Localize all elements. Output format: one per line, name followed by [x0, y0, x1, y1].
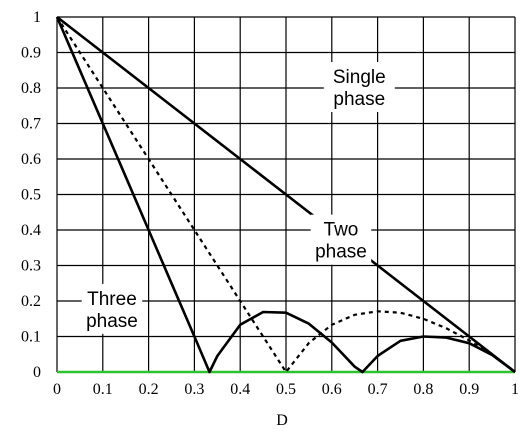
x-tick-label: 1 [511, 381, 519, 398]
x-tick-label: 0.9 [459, 381, 479, 398]
annotation-text: Two [324, 220, 359, 241]
x-tick-label: 0.7 [368, 381, 388, 398]
series-line-2 [55, 16, 516, 374]
y-tick-label: 0.9 [21, 45, 41, 62]
y-tick-label: 1 [33, 9, 41, 26]
y-tick-label: 0.1 [21, 329, 41, 346]
x-tick-label: 0.4 [230, 381, 250, 398]
x-tick-label: 0.6 [322, 381, 342, 398]
y-tick-label: 0.7 [21, 116, 41, 133]
annotation-text: phase [333, 89, 385, 110]
grid [56, 16, 516, 373]
annotation-text: phase [86, 311, 138, 332]
annotation-text: phase [315, 242, 367, 263]
y-tick-label: 0.5 [21, 187, 41, 204]
x-tick-label: 0.5 [276, 381, 296, 398]
x-tick-label: 0.3 [184, 381, 204, 398]
y-tick-label: 0 [33, 364, 41, 381]
x-tick-label: 0.8 [413, 381, 433, 398]
x-axis-label: D [276, 412, 288, 429]
series-line-0 [56, 15, 516, 374]
x-tick-label: 0.1 [93, 381, 113, 398]
y-tick-label: 0.8 [21, 80, 41, 97]
y-tick-label: 0.6 [21, 151, 41, 168]
y-tick-label: 0.2 [21, 293, 41, 310]
annotation-text: Three [87, 289, 137, 310]
annotation-box [323, 62, 395, 112]
y-tick-label: 0.3 [21, 258, 41, 275]
annotation-text: Single [333, 67, 386, 88]
series-curves [55, 15, 516, 374]
y-tick-label: 0.4 [21, 222, 41, 239]
x-tick-label: 0 [53, 381, 61, 398]
annotation-box [310, 214, 372, 265]
y-tick-labels: 0 0.1 0.2 0.3 0.4 0.5 0.6 0.7 0.8 0.9 1 [21, 9, 41, 381]
annotation-box [81, 283, 143, 334]
x-tick-labels: 0 0.1 0.2 0.3 0.4 0.5 0.6 0.7 0.8 0.9 1 [53, 381, 519, 398]
x-tick-label: 0.2 [139, 381, 159, 398]
